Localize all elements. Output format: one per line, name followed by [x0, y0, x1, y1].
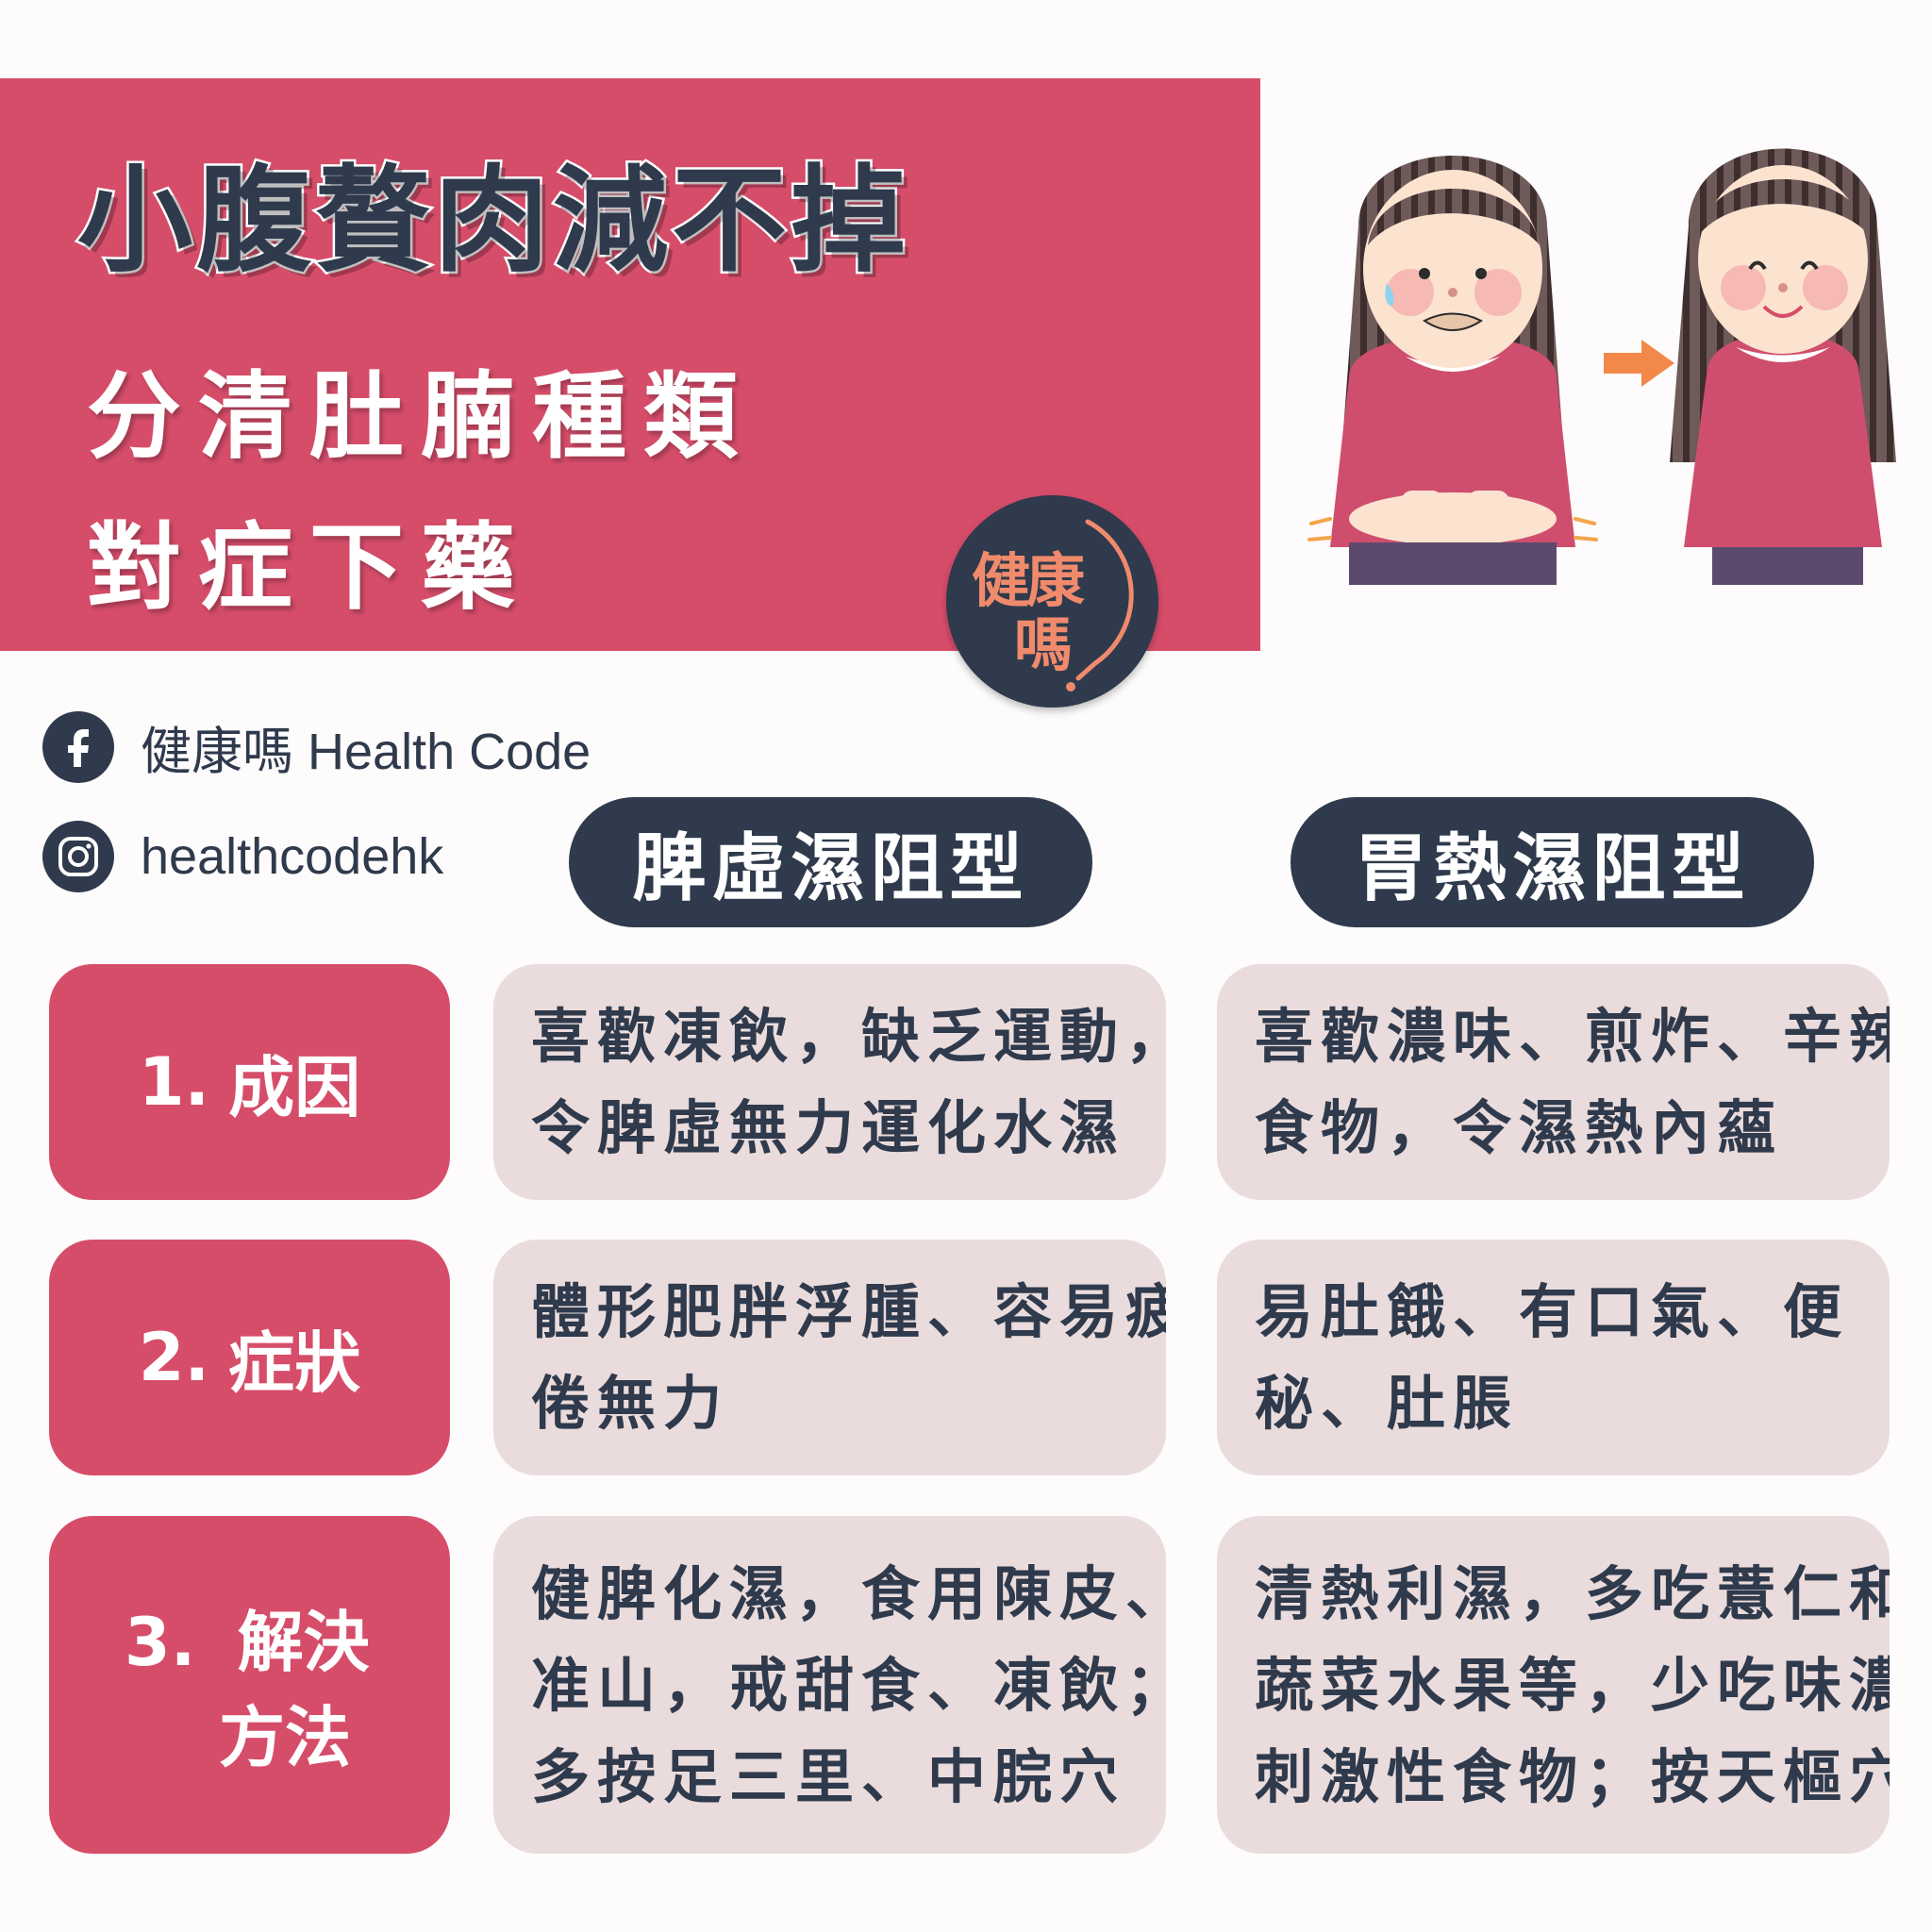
- cell-line: 秘、肚脹: [1255, 1369, 1520, 1438]
- facebook-icon: [42, 710, 114, 783]
- row-label-text: 症狀: [228, 1324, 361, 1402]
- column-header-spleen-deficiency: 脾虛濕阻型: [569, 797, 1092, 927]
- row-number: 3.: [125, 1604, 196, 1681]
- page-subtitle-line1: 分清肚腩種類: [87, 361, 755, 472]
- cell-line: 清熱利濕，多吃薏仁和: [1255, 1558, 1890, 1628]
- cell-cause-stomach: 喜歡濃味、煎炸、辛辣 食物，令濕熱內蘊: [1217, 964, 1890, 1200]
- cell-symptoms-spleen: 體形肥胖浮腫、容易疲 倦無力: [493, 1240, 1166, 1475]
- cell-line: 倦無力: [531, 1369, 730, 1438]
- logo-question-mark-icon: [1066, 519, 1134, 691]
- row-number: 1.: [138, 1043, 210, 1121]
- cell-line: 准山，戒甜食、凍飲；: [531, 1650, 1166, 1720]
- cell-line: 易肚餓、有口氣、便: [1255, 1277, 1850, 1346]
- page-title: 小腹贅肉減不掉: [75, 152, 909, 291]
- row-label-cause: 1. 成因: [49, 964, 450, 1200]
- instagram-link[interactable]: healthcodehk: [42, 821, 443, 892]
- cell-line: 刺激性食物；按天樞穴: [1255, 1741, 1890, 1811]
- cell-symptoms-stomach: 易肚餓、有口氣、便 秘、肚脹: [1217, 1240, 1890, 1475]
- cell-line: 多按足三里、中脘穴: [531, 1741, 1126, 1811]
- row-label-text-line2: 方法: [219, 1699, 351, 1776]
- row-label-text-line1: 解決: [237, 1604, 370, 1681]
- column-header-stomach-heat: 胃熱濕阻型: [1291, 797, 1814, 927]
- cell-line: 令脾虛無力運化水濕: [531, 1093, 1126, 1162]
- arrow-right-icon: [1604, 340, 1674, 387]
- row-label-text: 成因: [228, 1048, 361, 1126]
- cell-line: 蔬菜水果等，少吃味濃: [1255, 1650, 1890, 1720]
- logo-text-line2: 嗎: [1014, 610, 1074, 679]
- woman-after-figure: [1670, 148, 1896, 585]
- cell-line: 食物，令濕熱內蘊: [1255, 1093, 1784, 1162]
- cell-line: 喜歡凍飲，缺乏運動，: [531, 1002, 1166, 1071]
- brand-logo: 健康 嗎: [946, 495, 1158, 708]
- cell-solution-spleen: 健脾化濕，食用陳皮、 准山，戒甜食、凍飲； 多按足三里、中脘穴: [493, 1516, 1166, 1854]
- instagram-icon: [42, 821, 114, 892]
- facebook-label: 健康嗎 Health Code: [141, 724, 591, 780]
- cell-solution-stomach: 清熱利濕，多吃薏仁和 蔬菜水果等，少吃味濃 刺激性食物；按天樞穴: [1217, 1516, 1890, 1854]
- cell-cause-spleen: 喜歡凍飲，缺乏運動， 令脾虛無力運化水濕: [493, 964, 1166, 1200]
- cell-line: 體形肥胖浮腫、容易疲: [531, 1277, 1166, 1346]
- cell-line: 健脾化濕，食用陳皮、: [531, 1558, 1166, 1628]
- row-label-solution: 3. 解決 方法: [49, 1516, 450, 1854]
- facebook-link[interactable]: 健康嗎 Health Code: [42, 709, 591, 784]
- woman-before-figure: [1307, 156, 1598, 585]
- logo-text-line1: 健康: [972, 546, 1085, 615]
- row-number: 2.: [138, 1319, 210, 1396]
- before-after-illustration: [1307, 148, 1896, 585]
- page-subtitle-line2: 對症下藥: [87, 512, 532, 623]
- row-label-symptoms: 2. 症狀: [49, 1240, 450, 1475]
- instagram-label: healthcodehk: [141, 828, 444, 885]
- cell-line: 喜歡濃味、煎炸、辛辣: [1255, 1002, 1890, 1071]
